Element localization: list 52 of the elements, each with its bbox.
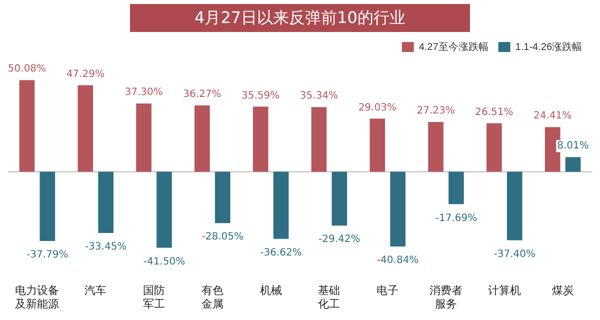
x-tick-label: 有色金属 bbox=[201, 285, 224, 310]
data-label: 35.34% bbox=[300, 90, 338, 102]
x-tick-label: 消费者服务 bbox=[430, 284, 462, 310]
bar bbox=[98, 172, 114, 234]
data-label: -37.79% bbox=[26, 250, 68, 261]
bar bbox=[332, 172, 348, 226]
bar bbox=[40, 172, 56, 241]
bar bbox=[428, 122, 444, 172]
x-tick-label: 国防军工 bbox=[143, 284, 165, 310]
bar bbox=[19, 80, 35, 172]
data-label: 47.29% bbox=[66, 68, 104, 80]
bar bbox=[156, 172, 172, 248]
bar bbox=[311, 107, 327, 172]
chart-title: 4月27日以来反弹前10的行业 bbox=[130, 4, 470, 32]
bar bbox=[78, 85, 94, 172]
bar bbox=[370, 118, 386, 172]
x-tick-label: 煤炭 bbox=[552, 284, 574, 298]
bar bbox=[506, 172, 522, 240]
bar bbox=[214, 172, 230, 224]
bar bbox=[252, 106, 268, 172]
legend-label: 1.1-4.26涨跌幅 bbox=[515, 40, 582, 53]
x-tick-label: 基础化工 bbox=[318, 284, 340, 310]
x-tick-label: 电力设备及新能源 bbox=[15, 284, 60, 310]
data-label: 50.08% bbox=[8, 64, 46, 75]
bar bbox=[136, 104, 152, 172]
data-label: -29.42% bbox=[318, 234, 360, 246]
x-tick-label: 计算机 bbox=[488, 284, 521, 298]
data-label: -33.45% bbox=[84, 242, 127, 253]
data-label: 29.03% bbox=[358, 102, 396, 114]
data-label: -37.40% bbox=[494, 248, 536, 260]
data-label: 27.23% bbox=[416, 106, 455, 117]
x-tick-label: 机械 bbox=[260, 284, 282, 298]
data-label: 24.41% bbox=[534, 110, 572, 122]
x-tick-label: 电子 bbox=[376, 284, 399, 298]
bar bbox=[390, 172, 406, 247]
legend-label: 4.27至今涨跌幅 bbox=[418, 40, 488, 53]
bar bbox=[194, 105, 210, 172]
bar bbox=[273, 172, 289, 239]
bar bbox=[486, 123, 502, 172]
data-label: 35.59% bbox=[242, 90, 280, 102]
data-label: -41.50% bbox=[143, 256, 186, 268]
data-label: 26.51% bbox=[475, 106, 514, 118]
data-label: -28.05% bbox=[202, 232, 244, 243]
data-label: -40.84% bbox=[376, 255, 419, 266]
data-label: 37.30% bbox=[124, 87, 163, 98]
data-label: 36.27% bbox=[183, 89, 222, 100]
bar bbox=[448, 172, 464, 204]
data-label: 8.01% bbox=[557, 140, 589, 152]
bar bbox=[565, 157, 581, 172]
data-label: -36.62% bbox=[260, 247, 302, 258]
x-tick-label: 汽车 bbox=[84, 284, 107, 298]
data-label: -17.69% bbox=[435, 212, 478, 224]
